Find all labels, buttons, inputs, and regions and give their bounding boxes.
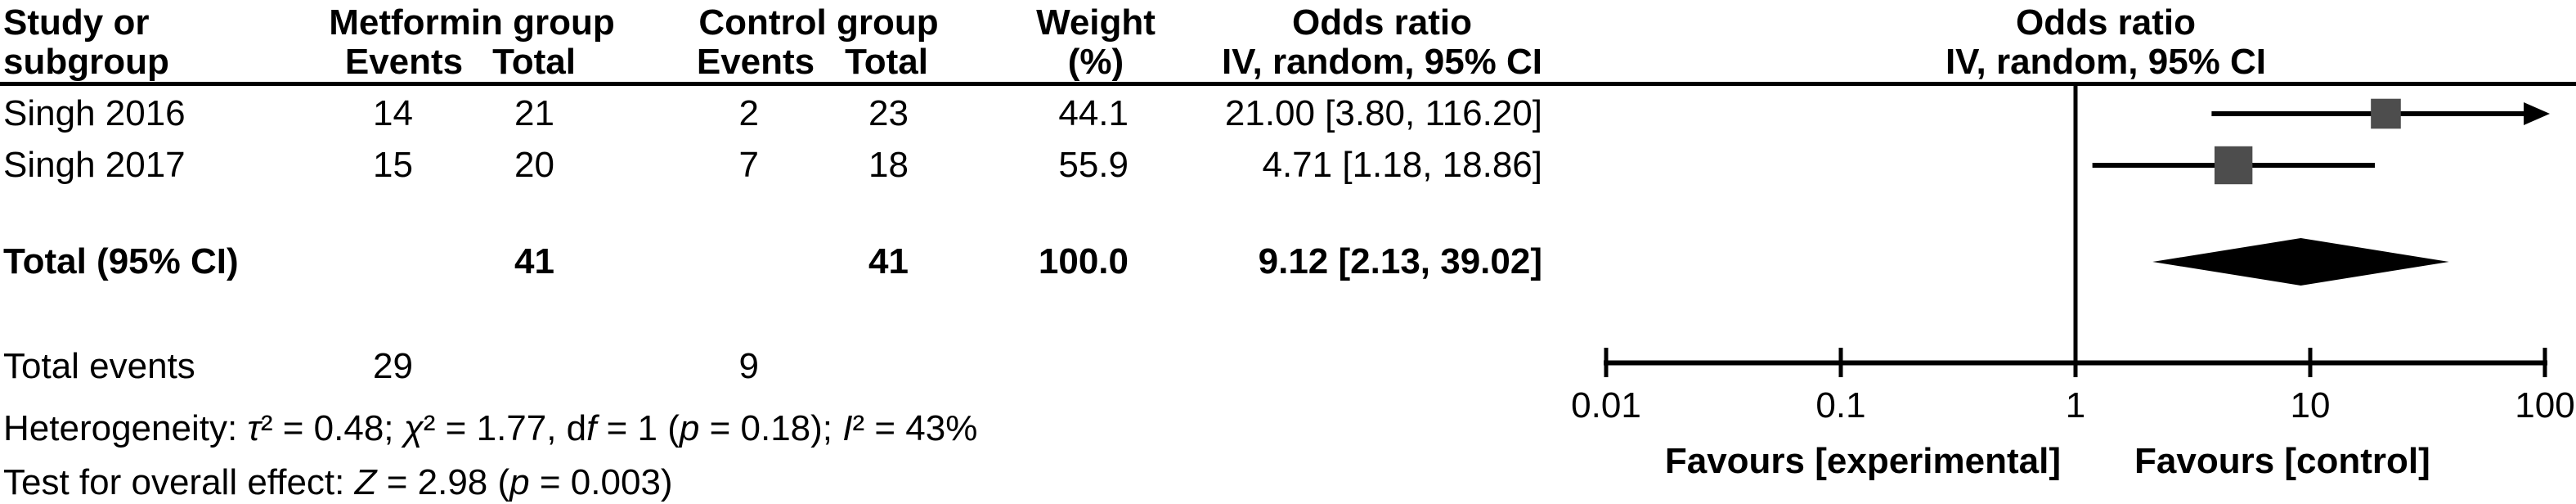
metformin-total-value: 21 xyxy=(514,93,554,133)
heterogeneity-text: Heterogeneity: τ² = 0.48; χ² = 1.77, df … xyxy=(3,408,978,448)
control-events-value: 2 xyxy=(738,93,759,133)
total-events-metformin: 29 xyxy=(373,346,413,386)
study-label: Singh 2017 xyxy=(3,145,186,185)
plot-header-or-line1: Odds ratio xyxy=(2015,2,2197,43)
control-total-value: 18 xyxy=(868,145,909,185)
x-axis-tick-label: 10 xyxy=(2290,385,2331,425)
or-ci-value: 4.71 [1.18, 18.86] xyxy=(1262,145,1542,185)
total-or-ci: 9.12 [2.13, 39.02] xyxy=(1258,241,1542,281)
total-control-total: 41 xyxy=(868,241,909,281)
x-axis-tick-label: 100 xyxy=(2515,385,2575,425)
weight-value: 55.9 xyxy=(1058,145,1129,185)
col-header-control-total: Total xyxy=(845,42,928,82)
col-header-metformin-total: Total xyxy=(492,42,576,82)
col-header-or-line1: Odds ratio xyxy=(1291,2,1473,43)
favours-experimental-label: Favours [experimental] xyxy=(1664,441,2061,481)
total-weight: 100.0 xyxy=(1038,241,1129,281)
control-total-value: 23 xyxy=(868,93,909,133)
metformin-total-value: 20 xyxy=(514,145,554,185)
or-point-square xyxy=(2371,98,2401,129)
x-axis-tick-label: 0.1 xyxy=(1815,385,1866,425)
col-header-weight-line2: (%) xyxy=(1067,42,1124,82)
col-header-study-line1: Study or xyxy=(3,2,150,43)
or-point-square xyxy=(2214,146,2253,185)
total-metformin-total: 41 xyxy=(514,241,554,281)
control-events-value: 7 xyxy=(738,145,759,185)
col-header-weight-line1: Weight xyxy=(1036,2,1156,43)
col-header-metformin-group: Metformin group xyxy=(329,2,615,43)
total-row-label: Total (95% CI) xyxy=(3,241,239,281)
overall-effect-text: Test for overall effect: Z = 2.98 (p = 0… xyxy=(3,462,673,502)
header-divider-line xyxy=(0,82,2576,86)
or-ci-value: 21.00 [3.80, 116.20] xyxy=(1224,93,1542,133)
x-axis-tick-label: 1 xyxy=(2065,385,2086,425)
total-events-control: 9 xyxy=(738,346,759,386)
metformin-events-value: 15 xyxy=(373,145,413,185)
pooled-effect-diamond xyxy=(2152,238,2449,286)
weight-value: 44.1 xyxy=(1058,93,1129,133)
ci-arrow-right xyxy=(2524,102,2550,125)
total-events-label: Total events xyxy=(3,346,195,386)
plot-header-or-line2: IV, random, 95% CI xyxy=(1945,42,2267,82)
col-header-control-events: Events xyxy=(696,42,815,82)
metformin-events-value: 14 xyxy=(373,93,413,133)
col-header-study-line2: subgroup xyxy=(3,42,169,82)
col-header-or-line2: IV, random, 95% CI xyxy=(1221,42,1543,82)
col-header-control-group: Control group xyxy=(698,2,939,43)
favours-control-label: Favours [control] xyxy=(2134,441,2430,481)
x-axis-tick-label: 0.01 xyxy=(1571,385,1641,425)
study-label: Singh 2016 xyxy=(3,93,186,133)
col-header-metformin-events: Events xyxy=(344,42,464,82)
